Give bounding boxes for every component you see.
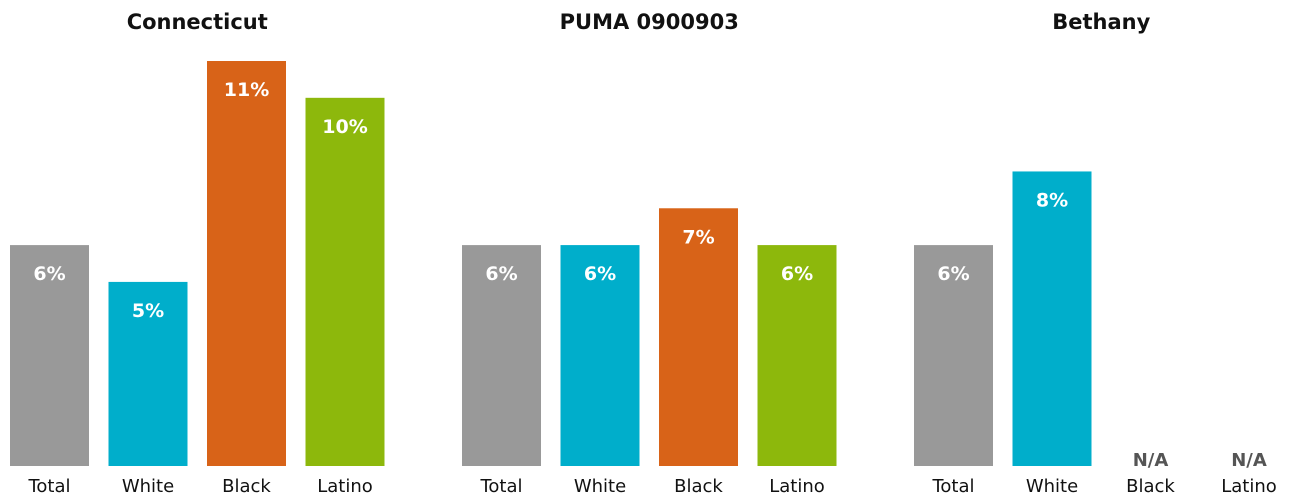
bar-latino bbox=[305, 97, 385, 467]
category-label: Latino bbox=[1221, 476, 1277, 497]
category-label: White bbox=[1026, 476, 1078, 497]
chart-panel-0: Connecticut 6% Total 5% White 11% Black 10% Lati… bbox=[10, 10, 385, 497]
category-label: Black bbox=[222, 476, 271, 497]
bar-total bbox=[10, 245, 89, 466]
category-label: Latino bbox=[317, 476, 373, 497]
chart-title: Bethany bbox=[1052, 10, 1150, 34]
bar-latino bbox=[757, 245, 837, 466]
data-label: 6% bbox=[33, 263, 65, 285]
data-label: 11% bbox=[224, 79, 269, 101]
na-label: N/A bbox=[1231, 450, 1267, 471]
bar-black bbox=[207, 61, 286, 466]
chart-title: Connecticut bbox=[127, 10, 268, 34]
data-label: 10% bbox=[322, 116, 367, 138]
data-label: 8% bbox=[1036, 189, 1068, 211]
data-label: 6% bbox=[937, 263, 969, 285]
category-label: White bbox=[574, 476, 626, 497]
category-label: Total bbox=[931, 476, 974, 497]
chart-panel-1: PUMA 0900903 6% Total 6% White 7% Black 6% Latin… bbox=[462, 10, 837, 497]
bar-white bbox=[560, 245, 640, 466]
category-label: Total bbox=[479, 476, 522, 497]
na-label: N/A bbox=[1133, 450, 1169, 471]
bar-total bbox=[462, 245, 541, 466]
data-label: 6% bbox=[485, 263, 517, 285]
category-label: Total bbox=[27, 476, 70, 497]
category-label: White bbox=[122, 476, 174, 497]
category-label: Black bbox=[1126, 476, 1175, 497]
bar-black bbox=[659, 208, 738, 467]
bar-white bbox=[1012, 171, 1092, 467]
bar-total bbox=[914, 245, 993, 466]
category-label: Black bbox=[674, 476, 723, 497]
data-label: 7% bbox=[682, 226, 714, 248]
chart-panel-2: Bethany 6% Total 8% White N/A Black N/A Latino bbox=[914, 10, 1277, 497]
data-label: 6% bbox=[584, 263, 616, 285]
category-label: Latino bbox=[769, 476, 825, 497]
data-label: 5% bbox=[132, 300, 164, 322]
bar-white bbox=[108, 281, 188, 466]
chart-title: PUMA 0900903 bbox=[560, 10, 739, 34]
data-label: 6% bbox=[781, 263, 813, 285]
